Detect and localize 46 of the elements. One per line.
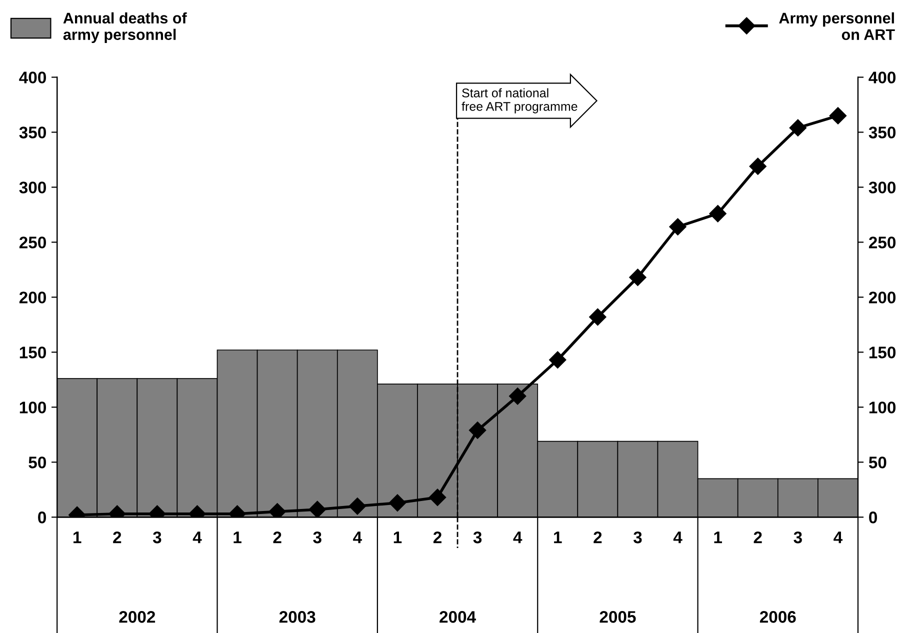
y-tick-label: 150 <box>20 346 46 358</box>
y-tick-label: 350 <box>19 126 46 138</box>
x-tick-label: 3 <box>313 531 322 544</box>
x-tick-label: 4 <box>353 532 362 544</box>
y2-tick-label: 100 <box>869 402 896 414</box>
x-tick-label: 2 <box>754 531 762 544</box>
y-tick-label: 300 <box>19 182 46 194</box>
y2-tick-label: 150 <box>869 346 896 358</box>
text: 2002 <box>119 611 156 623</box>
text: 2004 <box>440 611 476 623</box>
y2-tick-label: 300 <box>868 182 896 194</box>
legend-label: Annual deaths of army personnel <box>63 12 187 44</box>
text: 2006 <box>760 611 796 623</box>
x-tick-label: 3 <box>473 531 482 544</box>
x-tick-label: 4 <box>834 532 843 544</box>
x-tick-label: 3 <box>633 531 642 544</box>
x-tick-label: 2 <box>594 531 602 544</box>
y2-tick-label: 0 <box>869 512 877 524</box>
x-tick-label: 2 <box>273 531 282 544</box>
y2-tick-label: 250 <box>868 236 896 248</box>
x-tick-label: 4 <box>673 532 682 544</box>
y-tick-label: 0 <box>38 512 46 524</box>
y2-tick-label: 50 <box>868 456 886 468</box>
x-tick-label: 3 <box>152 531 162 544</box>
x-tick-label: 2 <box>433 531 442 544</box>
legend-label: Army personnel on ART <box>779 12 895 40</box>
text: 2003 <box>279 611 316 623</box>
text: 2005 <box>600 611 636 623</box>
y-tick-label: 200 <box>19 292 46 304</box>
x-tick-label: 1 <box>714 532 722 544</box>
x-tick-label: 1 <box>554 532 562 544</box>
y2-tick-label: 200 <box>868 292 896 304</box>
y-tick-label: 50 <box>28 456 46 468</box>
x-tick-label: 1 <box>234 532 242 544</box>
x-tick-label: 1 <box>394 532 402 544</box>
x-tick-label: 1 <box>74 532 82 544</box>
annotation: Start of national free ART programme <box>462 88 578 114</box>
y-tick-label: 400 <box>19 72 46 84</box>
x-tick-label: 3 <box>794 531 802 544</box>
x-tick-label: 2 <box>113 531 122 544</box>
x-tick-label: 4 <box>192 532 202 544</box>
y-tick-label: 250 <box>19 236 46 248</box>
y-tick-label: 100 <box>20 402 46 414</box>
y2-tick-label: 350 <box>868 126 896 138</box>
x-tick-label: 4 <box>513 532 522 544</box>
y2-tick-label: 400 <box>868 72 896 84</box>
